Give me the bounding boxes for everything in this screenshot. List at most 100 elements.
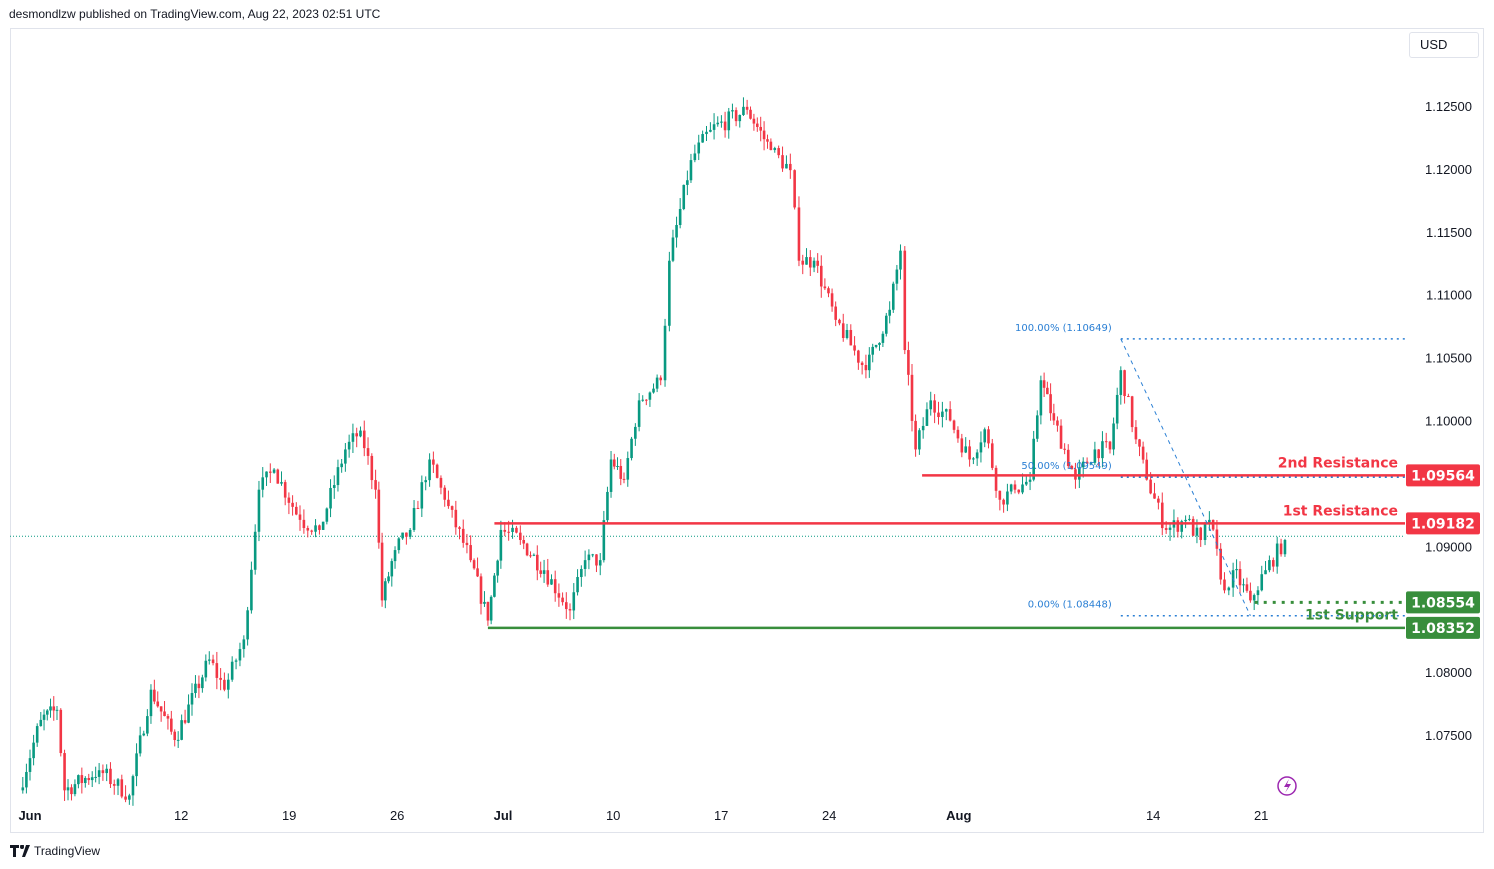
candle-down (156, 701, 160, 707)
candle-up (888, 309, 891, 316)
price-label: 1.09564 (1411, 468, 1475, 484)
time-tick-label: Aug (946, 808, 971, 823)
candle-up (1256, 590, 1260, 596)
candle-down (1149, 479, 1152, 494)
candle-up (1252, 595, 1256, 601)
candle-down (823, 286, 827, 289)
candle-up (1268, 560, 1271, 571)
candle-up (630, 438, 633, 459)
candle-up (401, 532, 404, 539)
candle-down (1066, 449, 1070, 466)
currency-selector[interactable]: USD (1409, 32, 1479, 58)
candle-down (1199, 527, 1203, 541)
candle-down (834, 306, 837, 320)
candle-up (712, 124, 716, 130)
candle-down (568, 609, 572, 611)
candle-down (838, 319, 841, 324)
candle-up (1078, 467, 1081, 480)
candle-up (45, 710, 49, 715)
candle-down (522, 540, 526, 544)
candle-down (860, 362, 864, 366)
candle-down (515, 527, 518, 533)
candle-up (655, 377, 659, 389)
price-tick-label: 1.10000 (1425, 414, 1472, 429)
candle-down (223, 679, 226, 690)
candle-up (686, 180, 689, 185)
price-label: 1.09182 (1411, 516, 1475, 532)
candle-up (648, 392, 652, 400)
candle-down (120, 779, 124, 797)
level-label: 2nd Resistance (1278, 455, 1398, 471)
candle-down (809, 257, 812, 268)
candle-up (265, 471, 268, 478)
time-tick-label: 17 (714, 808, 728, 823)
fib-level-label: 100.00% (1.10649) (1015, 323, 1112, 334)
candle-up (591, 554, 594, 556)
candle-down (469, 545, 472, 561)
candle-up (1039, 380, 1043, 416)
candle-up (868, 354, 871, 371)
candle-down (370, 455, 374, 481)
candle-down (291, 502, 294, 507)
candle-up (845, 329, 849, 338)
candle-down (1138, 439, 1141, 447)
candle-up (314, 525, 317, 532)
candle-down (960, 438, 964, 453)
candle-up (390, 561, 394, 577)
candle-down (956, 429, 960, 439)
candle-down (461, 528, 465, 543)
candle-up (652, 388, 655, 393)
candle-up (1242, 584, 1245, 586)
price-tick-label: 1.11000 (1426, 288, 1472, 303)
candle-up (689, 160, 693, 181)
candle-up (899, 250, 902, 270)
candle-down (443, 487, 447, 500)
candle-down (377, 489, 381, 543)
candle-down (486, 601, 490, 621)
time-tick-label: 21 (1254, 808, 1268, 823)
candle-up (979, 442, 983, 453)
candle-down (762, 130, 766, 140)
candle-down (1052, 413, 1056, 421)
candle-down (306, 528, 310, 531)
candle-up (693, 153, 697, 161)
candle-up (511, 527, 514, 532)
candle-up (675, 225, 678, 238)
tradingview-footer[interactable]: TradingView (10, 844, 100, 858)
candle-down (124, 796, 127, 800)
candle-up (180, 720, 183, 740)
candle-up (242, 639, 246, 650)
candle-up (347, 441, 351, 450)
candle-down (659, 377, 663, 381)
lightning-icon[interactable] (1277, 776, 1297, 796)
candle-down (454, 509, 458, 528)
candle-up (602, 520, 606, 561)
candle-up (105, 768, 108, 774)
candle-up (77, 775, 80, 785)
candle-up (1081, 461, 1085, 468)
candle-up (964, 446, 968, 453)
candle-down (1070, 465, 1074, 470)
candle-down (998, 490, 1002, 500)
candle-up (234, 660, 238, 662)
candle-up (1188, 518, 1191, 520)
candle-down (1042, 380, 1046, 388)
candle-down (447, 499, 450, 507)
candle-up (66, 787, 70, 791)
candle-up (678, 209, 682, 226)
candle-down (1097, 449, 1100, 459)
candle-down (1164, 528, 1168, 530)
candle-up (424, 480, 428, 483)
candle-down (595, 554, 598, 566)
candle-up (142, 733, 146, 736)
candle-down (1160, 502, 1164, 529)
candle-down (1153, 493, 1156, 499)
candle-up (25, 771, 28, 788)
candle-up (637, 400, 641, 427)
candle-down (1123, 370, 1126, 397)
candle-down (619, 465, 623, 479)
candle-down (948, 409, 952, 421)
tradingview-logo-icon (10, 845, 30, 857)
candle-up (116, 779, 120, 786)
